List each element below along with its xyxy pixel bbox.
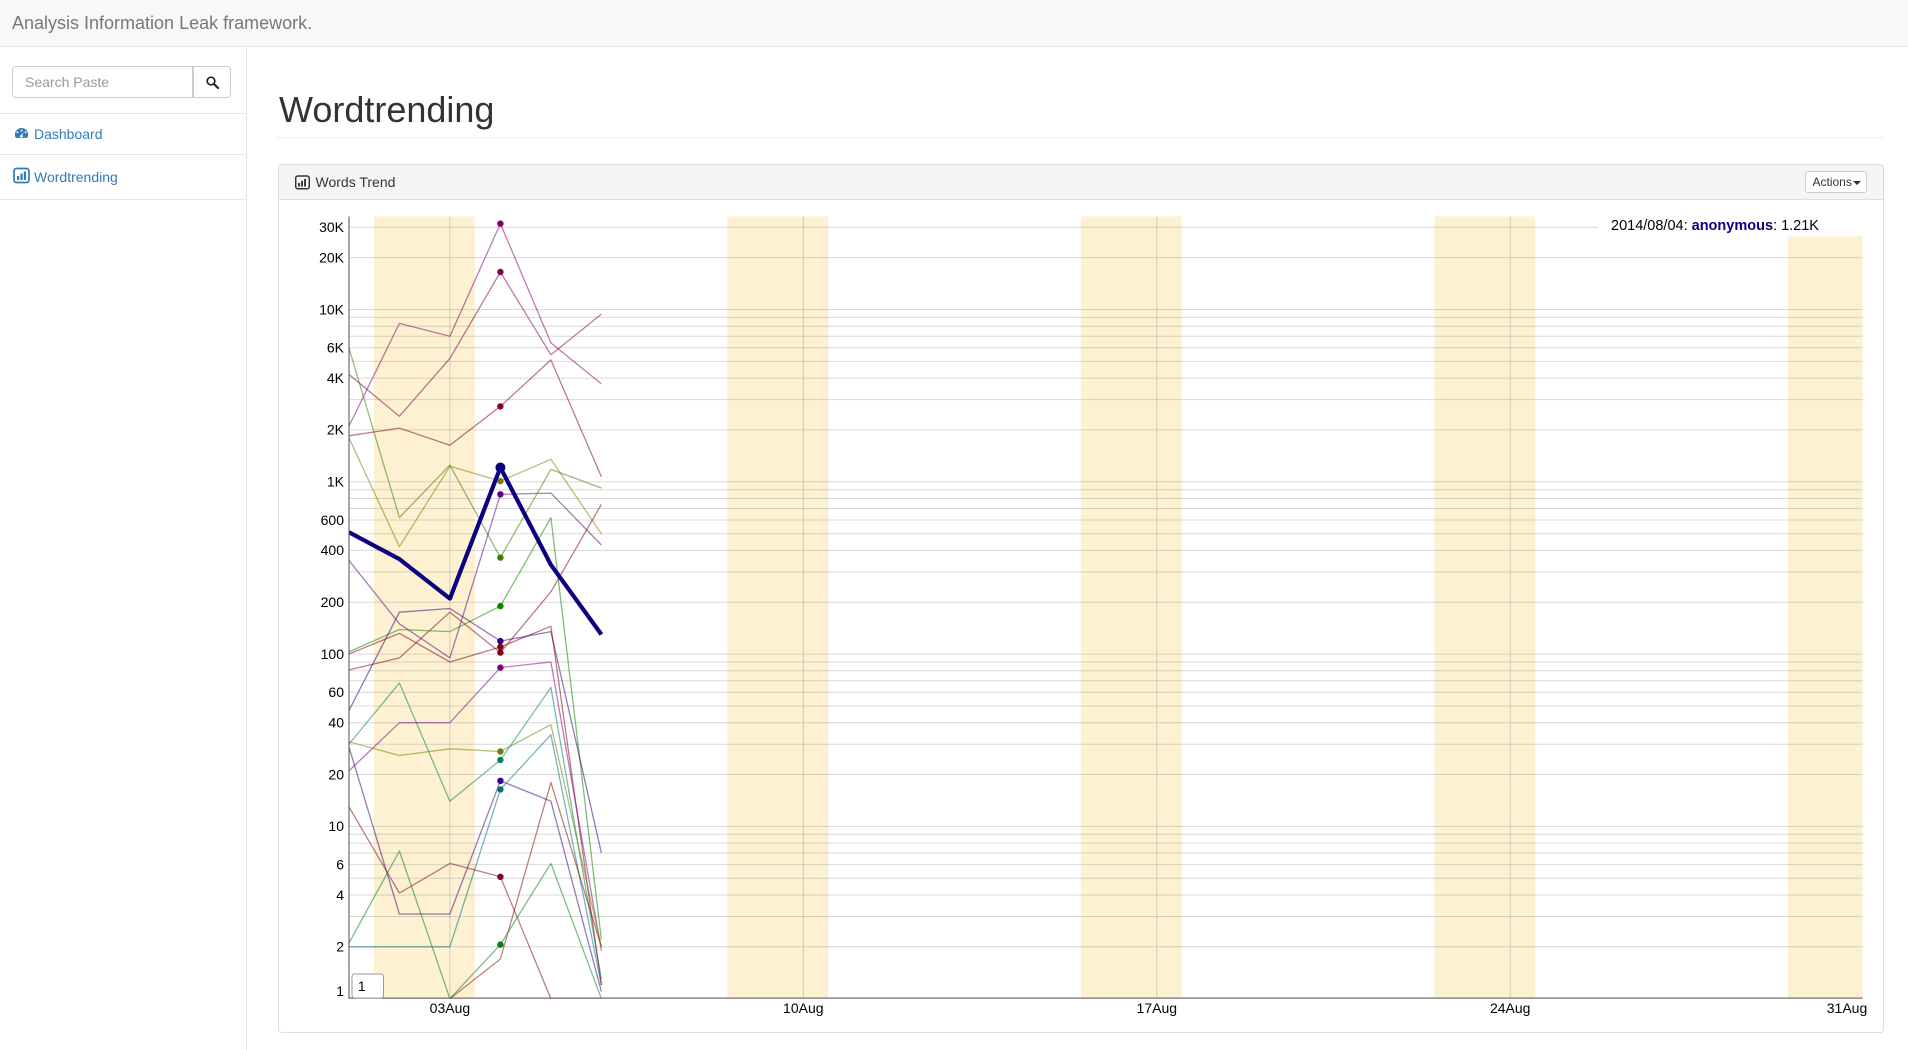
svg-text:4K: 4K bbox=[327, 370, 345, 386]
svg-text:6K: 6K bbox=[327, 340, 345, 356]
svg-text:10: 10 bbox=[328, 818, 344, 834]
svg-text:30K: 30K bbox=[319, 219, 345, 235]
svg-text:24Aug: 24Aug bbox=[1490, 1000, 1530, 1016]
svg-text:20: 20 bbox=[328, 766, 344, 782]
svg-text:40: 40 bbox=[328, 715, 344, 731]
svg-text:2014/08/04: anonymous: 1.21K: 2014/08/04: anonymous: 1.21K bbox=[1611, 218, 1819, 234]
svg-text:400: 400 bbox=[321, 542, 345, 558]
svg-text:1K: 1K bbox=[327, 474, 345, 490]
svg-text:100: 100 bbox=[321, 646, 345, 662]
svg-text:2: 2 bbox=[336, 939, 344, 955]
svg-text:60: 60 bbox=[328, 684, 344, 700]
svg-text:6: 6 bbox=[336, 856, 344, 872]
svg-text:10Aug: 10Aug bbox=[783, 1000, 823, 1016]
svg-text:1: 1 bbox=[336, 983, 344, 999]
svg-text:31Aug: 31Aug bbox=[1827, 1000, 1867, 1016]
svg-text:600: 600 bbox=[321, 512, 345, 528]
svg-text:10K: 10K bbox=[319, 301, 345, 317]
svg-text:03Aug: 03Aug bbox=[430, 1000, 470, 1016]
svg-text:2K: 2K bbox=[327, 422, 345, 438]
svg-text:4: 4 bbox=[336, 887, 344, 903]
svg-text:20K: 20K bbox=[319, 249, 345, 265]
svg-text:17Aug: 17Aug bbox=[1137, 1000, 1177, 1016]
svg-text:1: 1 bbox=[358, 979, 366, 994]
svg-text:200: 200 bbox=[321, 594, 345, 610]
